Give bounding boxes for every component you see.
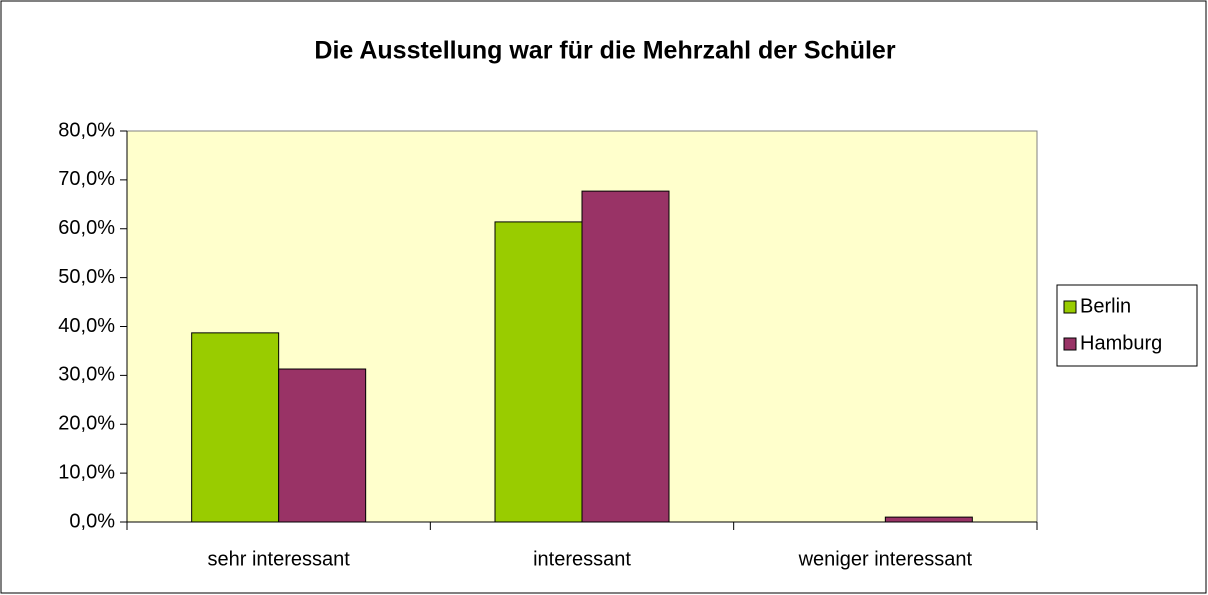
x-tick-label: weniger interessant <box>798 548 973 570</box>
y-tick-label: 80,0% <box>58 119 115 141</box>
legend-label: Hamburg <box>1080 332 1162 354</box>
x-tick-label: sehr interessant <box>208 548 351 570</box>
bar <box>278 368 367 523</box>
bar <box>884 516 973 523</box>
y-tick-label: 0,0% <box>69 510 115 532</box>
y-tick-label: 10,0% <box>58 461 115 483</box>
y-tick-label: 70,0% <box>58 168 115 190</box>
legend-swatch <box>1063 337 1077 351</box>
bar <box>191 332 280 523</box>
y-tick-label: 20,0% <box>58 413 115 435</box>
y-tick-label: 40,0% <box>58 315 115 337</box>
y-tick-label: 60,0% <box>58 217 115 239</box>
legend-swatch <box>1063 300 1077 314</box>
y-tick-label: 30,0% <box>58 364 115 386</box>
x-tick-label: interessant <box>533 548 631 570</box>
legend-box <box>1056 284 1198 367</box>
chart-title: Die Ausstellung war für die Mehrzahl der… <box>314 37 895 65</box>
legend-label: Berlin <box>1080 295 1131 317</box>
bar <box>494 221 583 523</box>
bar <box>581 190 670 523</box>
y-tick-label: 50,0% <box>58 266 115 288</box>
